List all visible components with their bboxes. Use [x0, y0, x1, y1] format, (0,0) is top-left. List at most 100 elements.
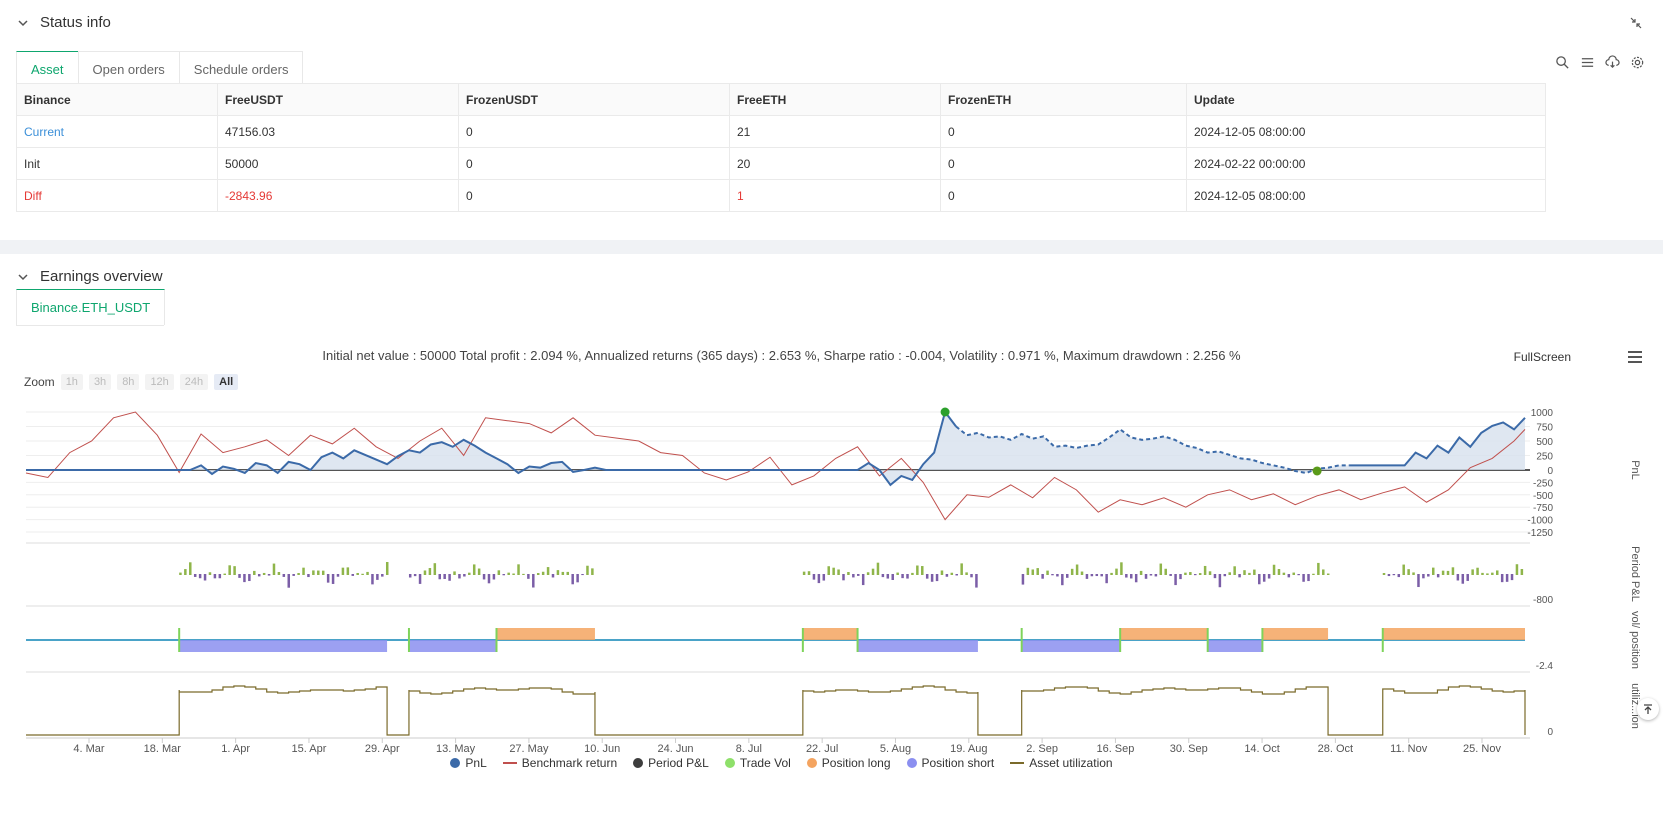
- legend-item[interactable]: Benchmark return: [502, 756, 618, 770]
- period-pnl-bar: [581, 574, 584, 576]
- table-cell: 2024-12-05 08:00:00: [1186, 115, 1546, 148]
- legend-label: Benchmark return: [521, 756, 618, 770]
- earnings-header[interactable]: Earnings overview: [16, 268, 163, 285]
- status-tabs: Asset Open orders Schedule orders: [16, 51, 304, 88]
- zoom-24h-button[interactable]: 24h: [179, 374, 209, 390]
- period-pnl-bar: [257, 574, 261, 577]
- pane-title: Period P&L: [1629, 546, 1641, 602]
- period-pnl-bar: [1267, 574, 1271, 579]
- period-pnl-bar: [453, 571, 456, 575]
- period-pnl-bar: [507, 572, 510, 575]
- period-pnl-bar: [492, 574, 496, 580]
- period-pnl-bar: [586, 565, 589, 575]
- period-pnl-bar: [307, 574, 310, 578]
- period-pnl-bar: [1317, 562, 1320, 575]
- period-pnl-bar: [326, 574, 330, 583]
- gear-icon[interactable]: [1630, 55, 1645, 70]
- table-toolbar: [1555, 55, 1645, 70]
- row-label-init: Init: [16, 147, 218, 180]
- legend-item[interactable]: Asset utilization: [1010, 756, 1113, 770]
- zoom-12h-button[interactable]: 12h: [145, 374, 174, 390]
- period-pnl-bar: [812, 574, 816, 580]
- table-cell: 21: [729, 115, 941, 148]
- tab-asset[interactable]: Asset: [16, 51, 79, 87]
- period-pnl-bar: [940, 570, 944, 575]
- period-pnl-bar: [935, 574, 939, 582]
- row-label-current[interactable]: Current: [16, 115, 218, 148]
- legend-item[interactable]: Period P&L: [633, 756, 709, 770]
- period-pnl-bar: [1253, 569, 1256, 575]
- period-pnl-bar: [1026, 567, 1030, 575]
- zoom-1h-button[interactable]: 1h: [60, 374, 83, 390]
- period-pnl-bar: [1130, 574, 1133, 579]
- x-tick-label: 15. Apr: [292, 743, 327, 755]
- period-pnl-bar: [1466, 574, 1469, 581]
- period-pnl-bar: [267, 574, 271, 576]
- period-pnl-bar: [487, 574, 491, 584]
- fullscreen-button[interactable]: FullScreen: [1513, 350, 1571, 364]
- col-header: Update: [1186, 83, 1546, 116]
- period-pnl-bar: [218, 574, 222, 579]
- period-pnl-bar: [930, 574, 934, 582]
- zoom-all-button[interactable]: All: [214, 374, 239, 390]
- period-pnl-bar: [312, 570, 315, 575]
- x-tick-label: 22. Jul: [806, 743, 838, 755]
- period-pnl-bar: [1238, 574, 1241, 578]
- chevron-down-icon[interactable]: [16, 16, 30, 30]
- period-pnl-bar: [921, 566, 924, 575]
- benchmark-line: [25, 411, 1526, 521]
- chevron-down-icon[interactable]: [16, 270, 30, 284]
- tab-open-orders[interactable]: Open orders: [77, 51, 180, 87]
- cloud-download-icon[interactable]: [1605, 55, 1620, 70]
- period-pnl-bar: [591, 568, 594, 575]
- x-tick-label: 27. May: [509, 743, 549, 755]
- period-pnl-bar: [438, 574, 441, 580]
- list-icon[interactable]: [1580, 55, 1595, 70]
- period-pnl-bar: [1184, 572, 1187, 575]
- period-pnl-bar: [356, 572, 359, 575]
- period-pnl-bar: [1307, 574, 1310, 582]
- period-pnl-bar: [916, 565, 919, 575]
- period-pnl-bar: [361, 573, 364, 575]
- period-pnl-bar: [336, 574, 340, 577]
- period-pnl-bar: [233, 566, 236, 575]
- legend-line: [1010, 762, 1025, 764]
- period-pnl-bar: [1075, 564, 1079, 575]
- earnings-chart[interactable]: 10007505002500-250-500-750-1000-1250PnL-…: [0, 254, 1663, 823]
- zoom-3h-button[interactable]: 3h: [88, 374, 112, 390]
- period-pnl-bar: [975, 574, 978, 588]
- y-tick-label: 0: [1547, 727, 1553, 738]
- y-tick-label: 750: [1536, 423, 1553, 434]
- zoom-8h-button[interactable]: 8h: [117, 374, 140, 390]
- period-pnl-bar: [561, 571, 565, 575]
- legend-item[interactable]: PnL: [450, 756, 487, 770]
- legend-item[interactable]: Trade Vol: [724, 756, 791, 770]
- period-pnl-bar: [1125, 574, 1128, 578]
- x-tick-label: 4. Mar: [73, 743, 105, 755]
- period-pnl-bar: [1248, 572, 1251, 575]
- tab-binance-eth-usdt[interactable]: Binance.ETH_USDT: [16, 289, 166, 325]
- period-pnl-bar: [1139, 570, 1143, 575]
- x-tick-label: 1. Apr: [221, 743, 250, 755]
- period-pnl-bar: [1427, 574, 1430, 577]
- period-pnl-bar: [857, 574, 860, 576]
- legend-item[interactable]: Position short: [906, 756, 994, 770]
- period-pnl-bar: [886, 574, 890, 579]
- status-header[interactable]: Status info: [16, 14, 111, 31]
- chart-summary: Initial net value : 50000 Total profit :…: [322, 348, 1241, 363]
- period-pnl-bar: [955, 574, 958, 576]
- period-pnl-bar: [1223, 574, 1227, 577]
- scroll-to-top-button[interactable]: [1637, 698, 1659, 720]
- hamburger-menu-icon[interactable]: [1627, 350, 1643, 364]
- search-icon[interactable]: [1555, 55, 1570, 70]
- tab-schedule-orders[interactable]: Schedule orders: [178, 51, 304, 87]
- x-tick-label: 25. Nov: [1463, 743, 1501, 755]
- collapse-icon[interactable]: [1629, 16, 1643, 30]
- legend-label: Position long: [821, 756, 891, 770]
- period-pnl-bar: [832, 567, 835, 575]
- legend-item[interactable]: Position long: [806, 756, 891, 770]
- period-pnl-bar: [817, 574, 821, 584]
- period-pnl-bar: [385, 561, 389, 575]
- pnl-area: [26, 412, 1525, 485]
- position-short-bar: [1021, 640, 1121, 652]
